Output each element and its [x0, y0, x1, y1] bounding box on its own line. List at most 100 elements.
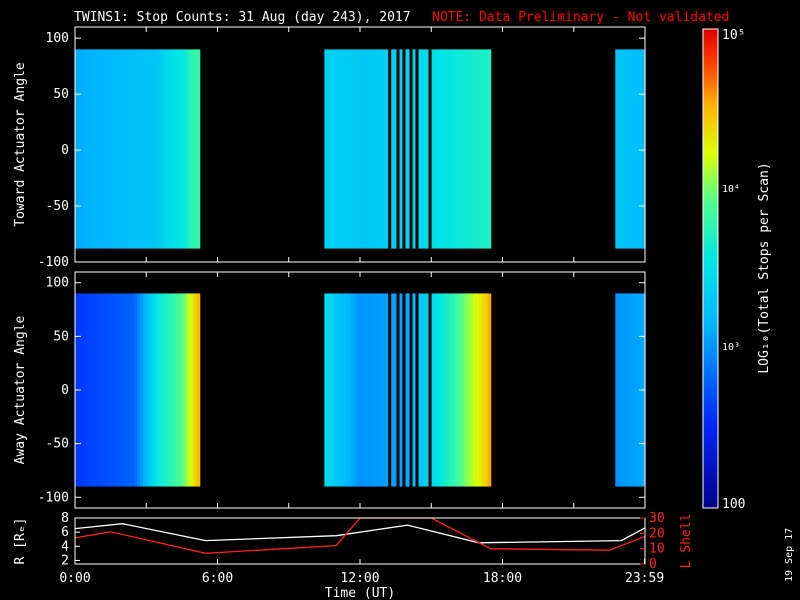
heatmap-cell — [639, 49, 643, 249]
heatmap-cell — [455, 293, 459, 487]
colorbar-tick-label: 10³ — [722, 342, 740, 353]
chart-title: TWINS1: Stop Counts: 31 Aug (day 243), 2… — [74, 10, 411, 25]
heatmap-cell — [404, 49, 409, 249]
heatmap-cell — [484, 293, 489, 487]
heatmap-cell — [196, 49, 201, 249]
heatmap-cell — [621, 49, 625, 249]
data-gap-line — [402, 49, 406, 249]
heatmap-cell — [122, 49, 127, 249]
heatmap-cell — [339, 293, 343, 487]
y-tick-label: -50 — [46, 199, 69, 214]
heatmap-cell — [630, 293, 634, 487]
heatmap-cell — [351, 49, 355, 249]
y-axis-label: R [Rₑ] — [13, 518, 28, 565]
heatmap-cell — [137, 293, 141, 487]
heatmap-cell — [143, 49, 147, 249]
heatmap-cell — [371, 293, 376, 487]
heatmap-cell — [615, 293, 619, 487]
heatmap-cell — [362, 293, 367, 487]
heatmap-cell — [413, 293, 418, 487]
heatmap-cell — [181, 293, 186, 487]
heatmap-cell — [383, 49, 388, 249]
heatmap-cell — [440, 49, 444, 249]
heatmap-cell — [374, 49, 379, 249]
colorbar-tick-label: 10⁴ — [722, 184, 740, 195]
heatmap-cell — [172, 293, 177, 487]
heatmap-cell — [422, 49, 426, 249]
y-tick-label-right: 30 — [649, 511, 665, 526]
heatmap-cell — [122, 293, 127, 487]
heatmap-cell — [630, 49, 634, 249]
colorbar-label: LOG₁₀(Total Stops per Scan) — [757, 162, 772, 373]
heatmap-cell — [481, 293, 486, 487]
heatmap-cell — [83, 49, 88, 249]
heatmap-cell — [348, 49, 352, 249]
heatmap-cell — [360, 49, 364, 249]
heatmap-cell — [389, 293, 394, 487]
heatmap-cell — [187, 49, 192, 249]
heatmap-cell — [371, 49, 376, 249]
heatmap-cell — [621, 293, 625, 487]
x-tick-label: 0:00 — [59, 571, 90, 586]
heatmap-cell — [627, 49, 631, 249]
heatmap-cell — [368, 293, 373, 487]
heatmap-cell — [98, 293, 103, 487]
heatmap-cell — [383, 293, 388, 487]
heatmap-cell — [627, 293, 631, 487]
colorbar: 10⁵ 10⁴ 10³ 100 LOG₁₀(Total Stops per Sc… — [702, 28, 772, 512]
heatmap-cell — [437, 49, 441, 249]
heatmap-cell — [134, 49, 138, 249]
heatmap-cell — [351, 293, 355, 487]
y-tick-label: 2 — [61, 553, 69, 568]
colorbar-tick-label: 10⁵ — [722, 28, 745, 43]
heatmap-cell — [437, 293, 441, 487]
y-tick-label: 100 — [46, 31, 69, 46]
heatmap-cell — [357, 293, 361, 487]
heatmap-cell — [190, 49, 195, 249]
heatmap-cell — [469, 49, 474, 249]
heatmap-cell — [75, 49, 79, 249]
heatmap-cell — [354, 49, 358, 249]
heatmap-cell — [425, 49, 429, 249]
heatmap-cell — [339, 49, 343, 249]
colorbar-tick-label: 100 — [722, 497, 745, 512]
heatmap-cell — [161, 293, 165, 487]
y-tick-label: 6 — [61, 525, 69, 540]
data-gap-line — [388, 293, 392, 487]
x-tick-label: 23:59 — [625, 571, 664, 586]
x-tick-label: 12:00 — [340, 571, 379, 586]
data-gap-line — [428, 293, 432, 487]
heatmap-cell — [80, 49, 85, 249]
heatmap-cell — [98, 49, 103, 249]
heatmap-cell — [419, 49, 423, 249]
y-axis-label: Away Actuator Angle — [13, 315, 28, 464]
heatmap-cell — [92, 293, 97, 487]
heatmap-cell — [487, 293, 492, 487]
heatmap-cell — [146, 293, 150, 487]
heatmap-cell — [164, 293, 168, 487]
toward-heatmap-panel: 100 50 0 -50 -100 Toward Actuator Angle — [13, 26, 646, 270]
heatmap-cell — [463, 49, 468, 249]
heatmap-cell — [642, 49, 646, 249]
heatmap-cell — [193, 49, 198, 249]
heatmap-cell — [615, 49, 619, 249]
heatmap-cell — [469, 293, 474, 487]
heatmap-cell — [336, 293, 340, 487]
heatmap-cell — [140, 49, 144, 249]
heatmap-cell — [158, 49, 162, 249]
y-tick-label: 50 — [53, 329, 69, 344]
heatmap-cell — [113, 293, 118, 487]
y-tick-label: 0 — [61, 143, 69, 158]
heatmap-cell — [380, 293, 385, 487]
y-tick-label: -50 — [46, 437, 69, 452]
data-gap-line — [409, 293, 413, 487]
heatmap-cell — [434, 49, 438, 249]
heatmap-cell — [95, 49, 100, 249]
heatmap-cell — [184, 293, 189, 487]
heatmap-cell — [374, 293, 379, 487]
heatmap-cell — [181, 49, 186, 249]
heatmap-cell — [196, 293, 201, 487]
heatmap-cell — [95, 293, 100, 487]
heatmap-cell — [345, 49, 349, 249]
